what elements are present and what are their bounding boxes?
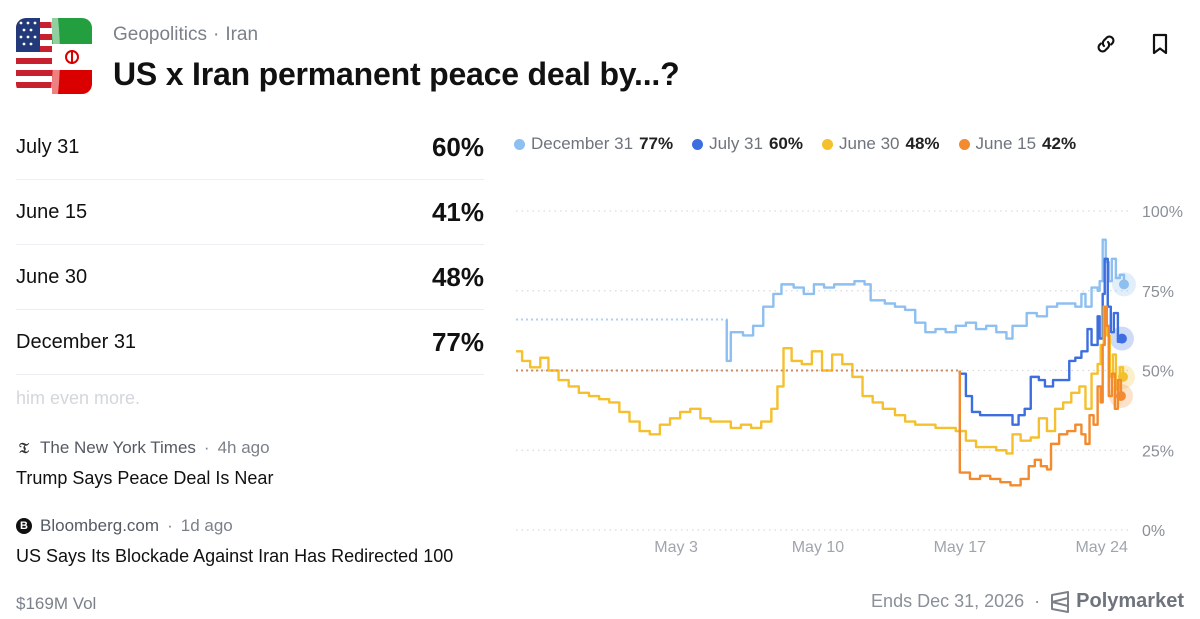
news-source-row: B Bloomberg.com · 1d ago — [16, 516, 484, 536]
series-line — [725, 238, 1126, 363]
x-tick-label: May 24 — [1075, 539, 1128, 556]
end-date: Ends Dec 31, 2026 — [871, 591, 1025, 611]
news-item-bloomberg[interactable]: B Bloomberg.com · 1d ago US Says Its Blo… — [16, 516, 484, 567]
copy-link-button[interactable] — [1090, 28, 1122, 60]
nyt-logo-icon: 𝔗 — [19, 439, 29, 457]
breadcrumb-iran[interactable]: Iran — [225, 24, 259, 45]
outcome-label: December 31 — [16, 330, 137, 353]
chart-legend: December 31 77% July 31 60% June 30 48% … — [514, 134, 1076, 154]
legend-item-june-15[interactable]: June 15 42% — [958, 134, 1077, 154]
footer-separator: · — [1034, 591, 1041, 611]
scrolled-text-fragment: him even more. — [16, 384, 484, 410]
outcome-list: July 31 60% June 15 41% June 30 48% Dece… — [16, 115, 484, 375]
news-time: 4h ago — [217, 438, 270, 457]
footer-meta: Ends Dec 31, 2026 · Polymarket — [871, 590, 1184, 613]
page-title: US x Iran permanent peace deal by...? — [113, 56, 680, 92]
series-endpoint — [1118, 279, 1129, 290]
legend-swatch — [514, 138, 525, 150]
outcome-probability: 77% — [431, 326, 484, 357]
volume-label: $169M Vol — [16, 594, 97, 613]
outcome-row-july-31[interactable]: July 31 60% — [16, 115, 484, 180]
bookmark-button[interactable] — [1144, 28, 1176, 60]
y-tick-label: 25% — [1142, 443, 1174, 460]
y-tick-label: 100% — [1142, 204, 1183, 221]
bloomberg-logo-icon: B — [16, 518, 32, 534]
legend-value: 60% — [768, 134, 803, 153]
legend-name: December 31 — [531, 134, 634, 153]
series-line — [958, 305, 1123, 487]
news-separator: · — [167, 516, 173, 535]
legend-name: June 15 — [975, 134, 1037, 153]
outcome-label: July 31 — [16, 135, 80, 158]
outcome-probability: 60% — [431, 131, 484, 162]
polymarket-brand[interactable]: Polymarket — [1050, 590, 1184, 613]
flag-thumbnail-graphic — [16, 18, 92, 94]
legend-item-june-30[interactable]: June 30 48% — [822, 134, 940, 154]
y-tick-label: 50% — [1142, 364, 1174, 381]
price-history-chart[interactable]: 100% 75% 50% 25% 0% May 3 May 10 May 17 May 24 — [500, 190, 1200, 570]
x-tick-label: May 17 — [934, 539, 987, 556]
news-item-nyt[interactable]: 𝔗 The New York Times · 4h ago Trump Says… — [16, 438, 484, 489]
faded-snippet: him even more. — [16, 388, 141, 408]
x-tick-label: May 10 — [792, 539, 845, 556]
legend-swatch — [822, 138, 833, 150]
outcome-row-december-31[interactable]: December 31 77% — [16, 310, 484, 375]
breadcrumb-geopolitics[interactable]: Geopolitics — [113, 24, 207, 45]
series-line — [958, 257, 1124, 426]
outcome-probability: 48% — [431, 261, 484, 292]
series-line — [516, 305, 1125, 455]
legend-item-july-31[interactable]: July 31 60% — [692, 134, 803, 154]
news-headline[interactable]: Trump Says Peace Deal Is Near — [16, 468, 274, 488]
series-endpoint — [1115, 391, 1126, 402]
legend-name: July 31 — [709, 134, 763, 153]
y-tick-label: 0% — [1142, 523, 1165, 540]
legend-item-december-31[interactable]: December 31 77% — [514, 134, 673, 154]
series-line-dashed — [516, 318, 728, 361]
legend-swatch — [692, 138, 704, 150]
news-separator: · — [203, 438, 210, 457]
news-source-row: 𝔗 The New York Times · 4h ago — [16, 438, 484, 458]
x-tick-label: May 3 — [654, 539, 698, 556]
outcome-row-june-15[interactable]: June 15 41% — [16, 180, 484, 245]
series-line-dashed — [516, 369, 961, 473]
news-source: The New York Times — [40, 438, 196, 457]
brand-name: Polymarket — [1076, 590, 1184, 612]
outcome-probability: 41% — [431, 196, 484, 227]
polymarket-logo-icon — [1051, 590, 1070, 613]
legend-name: June 30 — [839, 134, 900, 153]
link-icon — [1097, 35, 1115, 53]
legend-swatch — [958, 138, 970, 150]
y-tick-label: 75% — [1142, 284, 1174, 301]
market-header: Geopolitics · Iran US x Iran permanent pea… — [16, 18, 1184, 96]
news-source: Bloomberg.com — [40, 516, 160, 535]
outcome-row-june-30[interactable]: June 30 48% — [16, 245, 484, 310]
outcome-label: June 30 — [16, 265, 88, 288]
legend-value: 42% — [1042, 134, 1077, 153]
breadcrumb-separator: · — [213, 24, 220, 45]
news-time: 1d ago — [180, 516, 233, 535]
outcome-label: June 15 — [16, 200, 88, 223]
series-endpoint — [1116, 333, 1127, 344]
legend-value: 48% — [905, 134, 940, 153]
breadcrumb: Geopolitics · Iran — [113, 24, 258, 46]
us-iran-flags-image — [16, 18, 92, 94]
news-headline[interactable]: US Says Its Blockade Against Iran Has Re… — [16, 546, 454, 566]
legend-value: 77% — [639, 134, 674, 153]
bookmark-icon — [1152, 33, 1168, 55]
